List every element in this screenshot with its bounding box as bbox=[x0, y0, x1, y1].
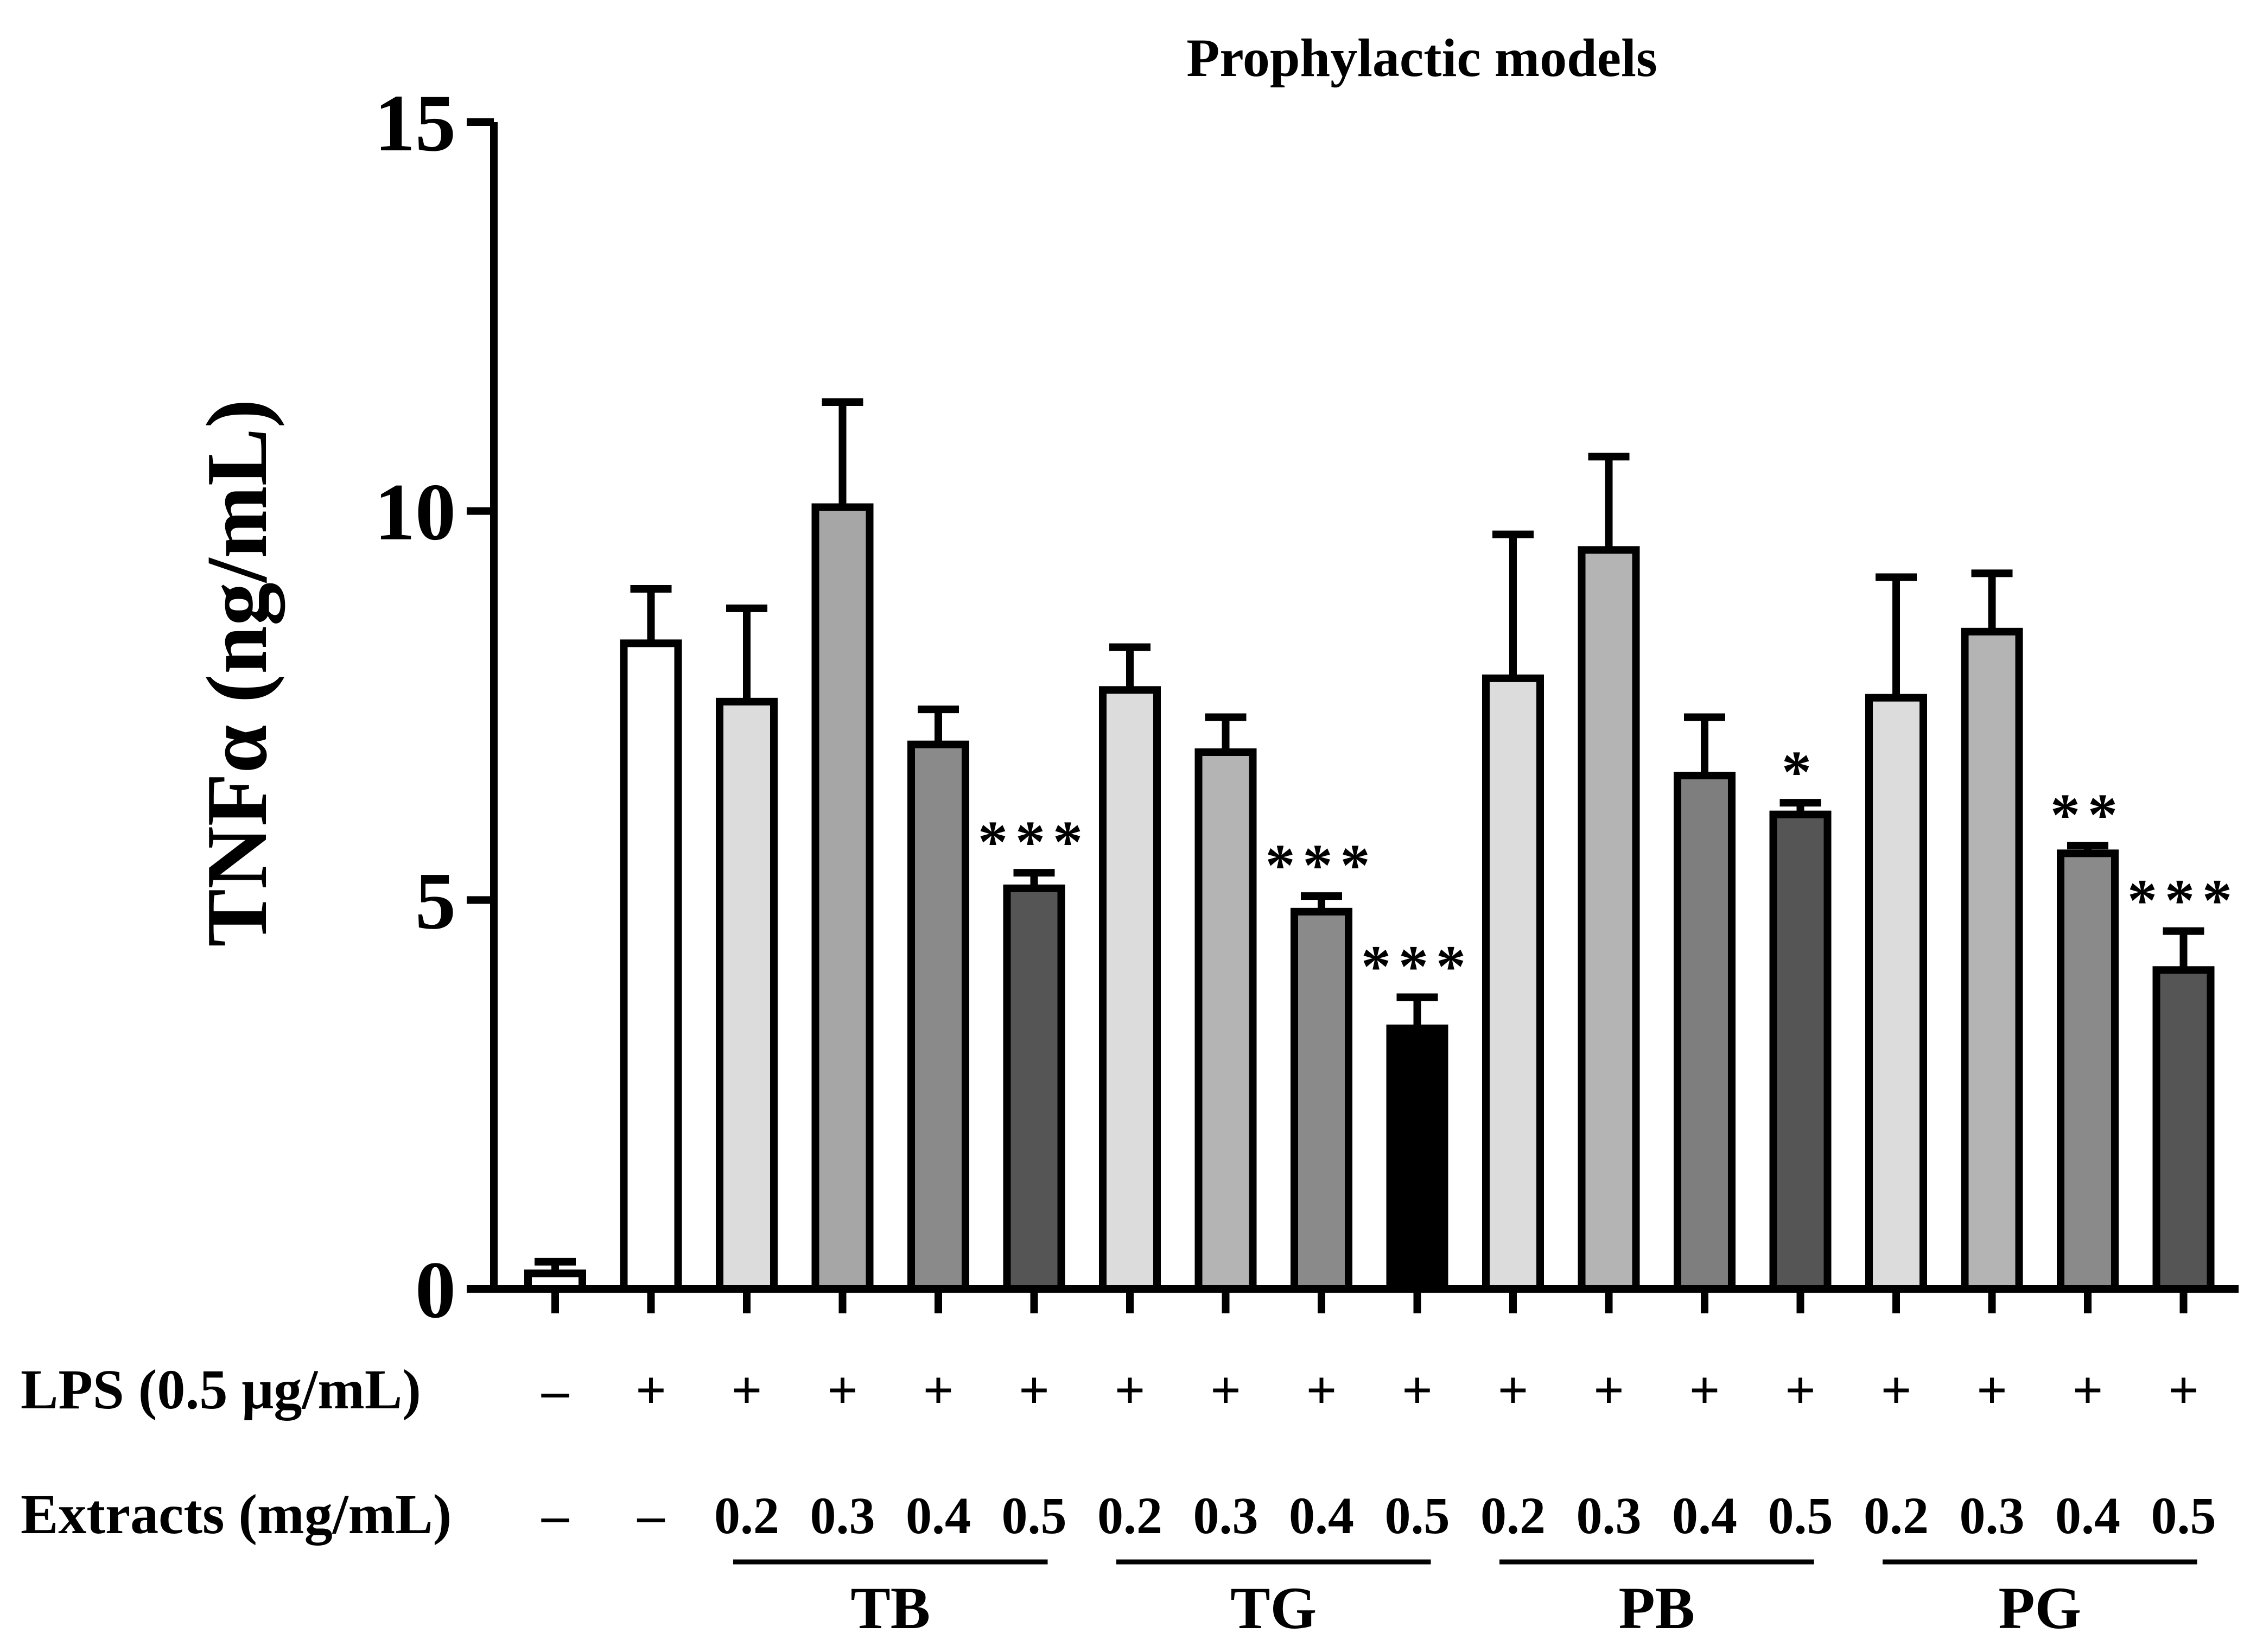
extract-value: – bbox=[541, 1485, 569, 1545]
lps-value: + bbox=[1689, 1360, 1720, 1420]
bar bbox=[2057, 849, 2119, 1293]
lps-value: + bbox=[1115, 1360, 1146, 1420]
lps-value: + bbox=[1306, 1360, 1337, 1420]
bar bbox=[1386, 1024, 1448, 1293]
lps-value: + bbox=[1593, 1360, 1624, 1420]
y-axis-label: TNFα (ng/mL) bbox=[188, 399, 285, 946]
bar bbox=[1194, 748, 1257, 1293]
extract-value: 0.2 bbox=[714, 1486, 779, 1545]
bar bbox=[1291, 907, 1352, 1293]
significance-marker: *** bbox=[2127, 867, 2240, 933]
bar bbox=[811, 503, 874, 1293]
extract-value: – bbox=[637, 1485, 665, 1545]
bar bbox=[1482, 674, 1544, 1293]
extract-groups: TB TG PB PG bbox=[733, 1559, 2197, 1641]
significance-marker: ** bbox=[2050, 781, 2125, 848]
group-label: PB bbox=[1618, 1575, 1695, 1641]
extract-value: 0.5 bbox=[1768, 1486, 1833, 1545]
y-tick-label: 0 bbox=[415, 1245, 456, 1335]
extract-value: 0.5 bbox=[1002, 1486, 1067, 1545]
extract-value: 0.4 bbox=[1289, 1486, 1354, 1545]
group-label: TB bbox=[850, 1575, 930, 1641]
lps-value: + bbox=[1402, 1360, 1433, 1420]
y-tick-label: 15 bbox=[374, 78, 456, 168]
extract-value: 0.2 bbox=[1480, 1486, 1546, 1545]
extract-value: 0.4 bbox=[1672, 1486, 1737, 1545]
extract-value: 0.3 bbox=[810, 1486, 875, 1545]
lps-value: + bbox=[1019, 1360, 1050, 1420]
extract-value: 0.2 bbox=[1864, 1486, 1929, 1545]
significance-marker: * bbox=[1782, 739, 1819, 805]
y-axis: 0 5 10 15 bbox=[374, 78, 498, 1335]
bar bbox=[1674, 772, 1736, 1293]
lps-value: + bbox=[635, 1360, 666, 1420]
significance-marker: *** bbox=[1266, 832, 1378, 898]
bar bbox=[716, 697, 778, 1293]
lps-value: + bbox=[923, 1360, 954, 1420]
extract-value: 0.3 bbox=[1960, 1486, 2025, 1545]
bar bbox=[1003, 884, 1065, 1293]
lps-value: + bbox=[827, 1360, 858, 1420]
y-tick-label: 5 bbox=[415, 856, 456, 946]
lps-value: + bbox=[1881, 1360, 1912, 1420]
group-label: TG bbox=[1230, 1575, 1317, 1641]
lps-value: + bbox=[732, 1360, 762, 1420]
condition-rows: LPS (0.5 μg/mL) Extracts (mg/mL) bbox=[21, 1358, 452, 1546]
chart-title: Prophylactic models bbox=[1186, 28, 1657, 88]
bar bbox=[2152, 966, 2215, 1293]
lps-value: + bbox=[1210, 1360, 1241, 1420]
significance-marker: *** bbox=[1361, 933, 1473, 1000]
bar bbox=[620, 639, 682, 1293]
bar bbox=[907, 740, 969, 1293]
extract-value: 0.3 bbox=[1577, 1486, 1642, 1545]
lps-value: – bbox=[541, 1360, 569, 1420]
bar bbox=[1099, 686, 1161, 1293]
lps-value: + bbox=[2073, 1360, 2103, 1420]
extract-value: 0.4 bbox=[906, 1486, 971, 1545]
extracts-row-label: Extracts (mg/mL) bbox=[21, 1483, 452, 1546]
lps-value: + bbox=[1976, 1360, 2007, 1420]
lps-value: + bbox=[2168, 1360, 2199, 1420]
lps-value: + bbox=[1498, 1360, 1529, 1420]
x-axis: – – + – +0.2 +0.3 +0.4 +0.5 +0.2 +0.3 +0.4 +0.5 +0.2… bbox=[490, 1285, 2239, 1545]
bar bbox=[1769, 810, 1832, 1293]
extract-value: 0.2 bbox=[1097, 1486, 1162, 1545]
bar-series: *** ************ bbox=[524, 398, 2240, 1293]
bar bbox=[1578, 546, 1640, 1293]
extract-value: 0.3 bbox=[1193, 1486, 1259, 1545]
group-label: PG bbox=[1998, 1575, 2081, 1641]
extract-value: 0.5 bbox=[1385, 1486, 1450, 1545]
lps-value: + bbox=[1785, 1360, 1816, 1420]
extract-value: 0.5 bbox=[2151, 1486, 2216, 1545]
extract-value: 0.4 bbox=[2055, 1486, 2120, 1545]
bar bbox=[1865, 694, 1927, 1293]
significance-marker: *** bbox=[978, 809, 1090, 875]
bar bbox=[1961, 627, 2023, 1293]
y-tick-label: 10 bbox=[374, 467, 456, 557]
lps-row-label: LPS (0.5 μg/mL) bbox=[21, 1358, 421, 1421]
